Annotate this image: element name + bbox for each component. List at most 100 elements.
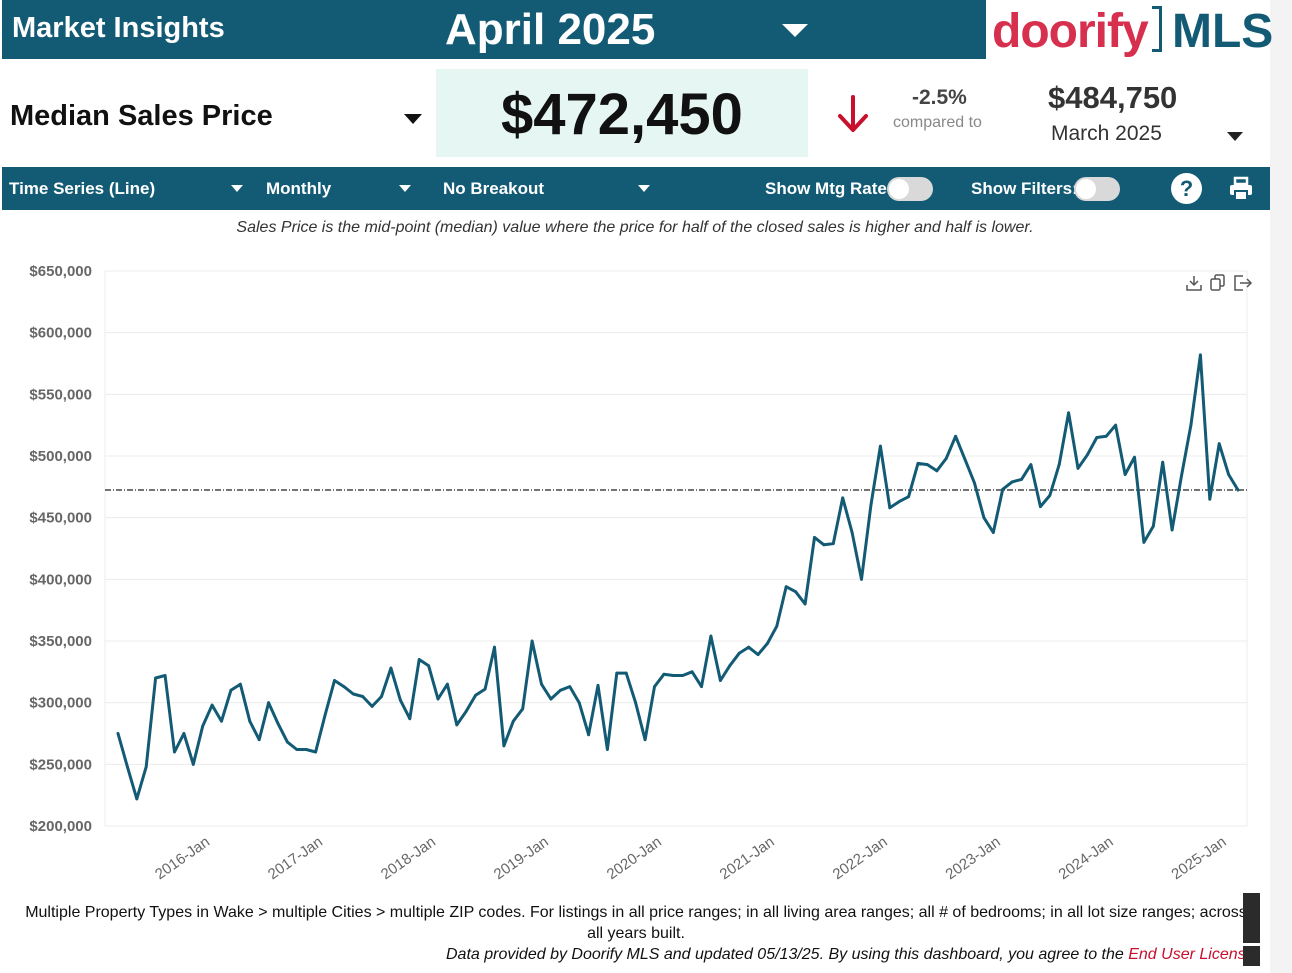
data-point	[1208, 497, 1212, 501]
period-dropdown-caret-icon[interactable]	[782, 24, 808, 37]
data-point	[549, 697, 553, 701]
data-point	[408, 717, 412, 721]
mtg-rate-toggle[interactable]	[887, 177, 933, 201]
data-point	[304, 748, 308, 751]
data-point	[822, 543, 826, 547]
y-tick-label: $450,000	[29, 510, 92, 527]
data-point	[653, 685, 656, 689]
data-point	[257, 738, 261, 742]
data-point	[954, 434, 958, 438]
scrollbar-thumb-lower[interactable]	[1243, 946, 1260, 966]
chart-type-selector[interactable]: Time Series (Line)	[9, 179, 156, 198]
data-point	[1180, 474, 1183, 478]
y-axis: $200,000 $250,000 $300,000 $350,000 $400,000…	[29, 263, 92, 835]
toggle-knob	[1076, 179, 1096, 199]
download-icon[interactable]	[1186, 276, 1202, 291]
data-point	[342, 685, 346, 689]
filters-toggle[interactable]	[1074, 177, 1120, 201]
data-point	[1020, 478, 1023, 481]
print-icon[interactable]	[1228, 176, 1254, 202]
data-point	[154, 676, 158, 680]
metric-dropdown-caret-icon[interactable]	[404, 114, 422, 124]
eula-link[interactable]: End User License	[1128, 946, 1255, 963]
data-point	[1067, 411, 1070, 415]
previous-period-caret-icon[interactable]	[1227, 132, 1243, 141]
data-point	[671, 674, 675, 677]
x-tick-label: 2023-Jan	[943, 833, 1004, 883]
filter-summary: Multiple Property Types in Wake > multip…	[25, 904, 1247, 942]
data-point	[728, 664, 732, 668]
x-tick-label: 2022-Jan	[830, 833, 891, 883]
data-point	[210, 703, 214, 707]
data-point	[615, 671, 619, 675]
data-point	[502, 744, 506, 748]
data-point	[860, 577, 863, 581]
x-axis: 2016-Jan 2017-Jan 2018-Jan 2019-Jan 2020-Jan…	[152, 833, 1229, 883]
x-tick-label: 2016-Jan	[152, 833, 213, 883]
x-tick-label: 2018-Jan	[378, 833, 439, 883]
chart-type-caret-icon[interactable]	[231, 185, 243, 192]
data-point	[483, 687, 487, 691]
data-point	[577, 701, 581, 705]
data-point	[191, 762, 195, 766]
scrollbar-thumb[interactable]	[1243, 893, 1260, 943]
data-point	[1076, 466, 1080, 470]
data-point	[1198, 353, 1202, 357]
x-tick-label: 2020-Jan	[604, 833, 665, 883]
chart-gridlines	[104, 270, 1248, 827]
data-point	[643, 738, 647, 742]
x-tick-label: 2025-Jan	[1168, 833, 1229, 883]
x-tick-label: 2017-Jan	[265, 833, 326, 883]
data-point	[1104, 434, 1108, 438]
data-point	[558, 688, 562, 692]
logo-suffix-text: MLS	[1172, 5, 1274, 58]
data-point	[1114, 423, 1118, 427]
data-point	[700, 685, 703, 689]
data-point	[831, 542, 835, 545]
data-point	[238, 682, 242, 686]
data-point	[135, 797, 139, 801]
kpi-value-box: $472,450	[436, 69, 808, 157]
previous-period-selector[interactable]: March 2025	[1051, 122, 1162, 145]
previous-value: $484,750	[1048, 80, 1178, 115]
x-tick-label: 2024-Jan	[1056, 833, 1117, 883]
change-percent: -2.5%	[912, 86, 967, 109]
data-point	[888, 506, 892, 510]
data-point	[1142, 540, 1146, 544]
data-point	[624, 671, 628, 675]
data-point	[295, 748, 299, 751]
chart-toolbox	[1186, 274, 1253, 291]
breakout-caret-icon[interactable]	[638, 185, 650, 192]
metric-selector[interactable]: Median Sales Price	[10, 100, 273, 132]
interval-caret-icon[interactable]	[399, 185, 411, 192]
kpi-value: $472,450	[501, 82, 743, 147]
data-credit: Data provided by Doorify MLS and updated…	[446, 946, 1255, 964]
data-point	[1095, 436, 1099, 439]
data-point	[144, 765, 148, 769]
period-selector[interactable]: April 2025	[445, 5, 656, 54]
help-icon[interactable]: ?	[1171, 173, 1202, 204]
data-point	[1170, 528, 1174, 532]
data-point	[841, 496, 845, 500]
median-price-line-chart: $200,000 $250,000 $300,000 $350,000 $400,000…	[29, 263, 1253, 883]
breakout-selector[interactable]: No Breakout	[443, 179, 545, 198]
data-point	[568, 685, 572, 689]
data-point	[229, 688, 233, 692]
compared-label: compared to	[893, 114, 982, 131]
data-point	[973, 481, 976, 485]
y-tick-label: $600,000	[29, 325, 92, 342]
y-tick-label: $400,000	[29, 571, 92, 588]
series-line	[116, 353, 1240, 801]
export-icon[interactable]	[1234, 275, 1253, 291]
data-point	[511, 719, 515, 723]
data-point	[587, 733, 590, 737]
data-point	[766, 642, 769, 645]
copy-icon[interactable]	[1210, 274, 1225, 291]
interval-selector[interactable]: Monthly	[266, 179, 332, 198]
data-point	[182, 732, 186, 735]
data-point	[116, 732, 120, 735]
data-point	[201, 724, 205, 728]
app-title: Market Insights	[12, 12, 225, 44]
data-point	[220, 719, 223, 723]
data-point	[935, 469, 939, 473]
